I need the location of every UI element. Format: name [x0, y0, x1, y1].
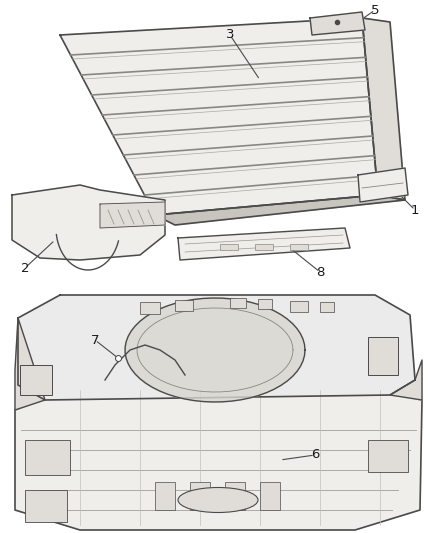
- Bar: [220, 244, 238, 250]
- Text: 5: 5: [371, 4, 379, 17]
- Polygon shape: [155, 195, 405, 225]
- Bar: [230, 298, 246, 308]
- Polygon shape: [18, 295, 415, 400]
- Polygon shape: [12, 185, 165, 260]
- Ellipse shape: [178, 488, 258, 513]
- Bar: [155, 482, 175, 510]
- Polygon shape: [60, 18, 378, 215]
- Polygon shape: [362, 18, 405, 200]
- Bar: [290, 301, 308, 312]
- Text: 6: 6: [311, 448, 319, 462]
- Bar: [258, 299, 272, 309]
- Polygon shape: [310, 12, 365, 35]
- Polygon shape: [100, 202, 165, 228]
- Bar: [25, 490, 67, 522]
- Polygon shape: [125, 298, 305, 402]
- Bar: [25, 440, 70, 475]
- Polygon shape: [358, 168, 408, 202]
- Polygon shape: [178, 228, 350, 260]
- Text: 3: 3: [226, 28, 234, 42]
- Bar: [260, 482, 280, 510]
- Bar: [368, 337, 398, 375]
- Bar: [255, 244, 273, 250]
- Polygon shape: [390, 360, 422, 400]
- Text: 8: 8: [316, 265, 324, 279]
- Bar: [20, 365, 52, 395]
- Bar: [190, 482, 210, 510]
- Text: 2: 2: [21, 262, 29, 274]
- Bar: [320, 302, 334, 312]
- Polygon shape: [15, 385, 422, 530]
- Bar: [175, 300, 193, 311]
- Text: 7: 7: [91, 334, 99, 346]
- Polygon shape: [15, 318, 45, 410]
- Bar: [225, 482, 245, 510]
- Bar: [368, 440, 408, 472]
- Bar: [290, 244, 308, 250]
- Bar: [140, 302, 160, 314]
- Text: 1: 1: [411, 204, 419, 216]
